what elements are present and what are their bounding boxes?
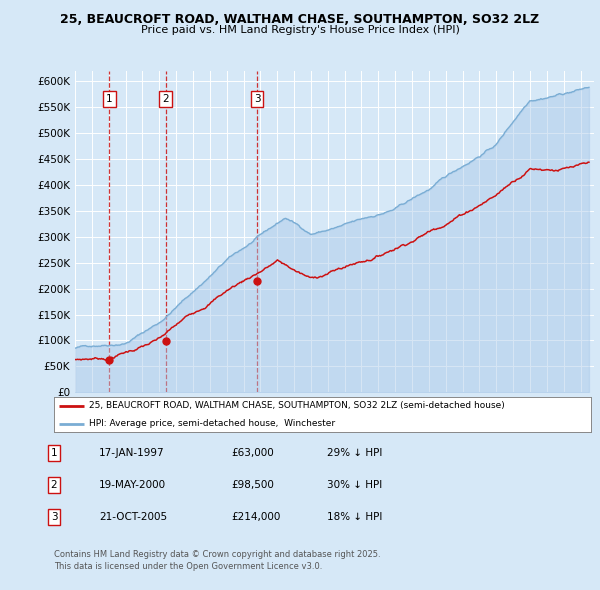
Text: £214,000: £214,000 <box>231 512 280 522</box>
Text: HPI: Average price, semi-detached house,  Winchester: HPI: Average price, semi-detached house,… <box>89 419 335 428</box>
Text: £98,500: £98,500 <box>231 480 274 490</box>
Text: Contains HM Land Registry data © Crown copyright and database right 2025.
This d: Contains HM Land Registry data © Crown c… <box>54 550 380 571</box>
Text: Price paid vs. HM Land Registry's House Price Index (HPI): Price paid vs. HM Land Registry's House … <box>140 25 460 35</box>
Text: 2: 2 <box>163 94 169 104</box>
Text: 30% ↓ HPI: 30% ↓ HPI <box>327 480 382 490</box>
Text: 18% ↓ HPI: 18% ↓ HPI <box>327 512 382 522</box>
Text: 29% ↓ HPI: 29% ↓ HPI <box>327 448 382 458</box>
Text: 2: 2 <box>50 480 58 490</box>
Text: 25, BEAUCROFT ROAD, WALTHAM CHASE, SOUTHAMPTON, SO32 2LZ: 25, BEAUCROFT ROAD, WALTHAM CHASE, SOUTH… <box>61 13 539 26</box>
Text: 3: 3 <box>254 94 260 104</box>
Text: 21-OCT-2005: 21-OCT-2005 <box>99 512 167 522</box>
Text: 25, BEAUCROFT ROAD, WALTHAM CHASE, SOUTHAMPTON, SO32 2LZ (semi-detached house): 25, BEAUCROFT ROAD, WALTHAM CHASE, SOUTH… <box>89 401 505 411</box>
Text: 3: 3 <box>50 512 58 522</box>
Text: £63,000: £63,000 <box>231 448 274 458</box>
Text: 17-JAN-1997: 17-JAN-1997 <box>99 448 164 458</box>
Text: 19-MAY-2000: 19-MAY-2000 <box>99 480 166 490</box>
Text: 1: 1 <box>106 94 113 104</box>
Text: 1: 1 <box>50 448 58 458</box>
